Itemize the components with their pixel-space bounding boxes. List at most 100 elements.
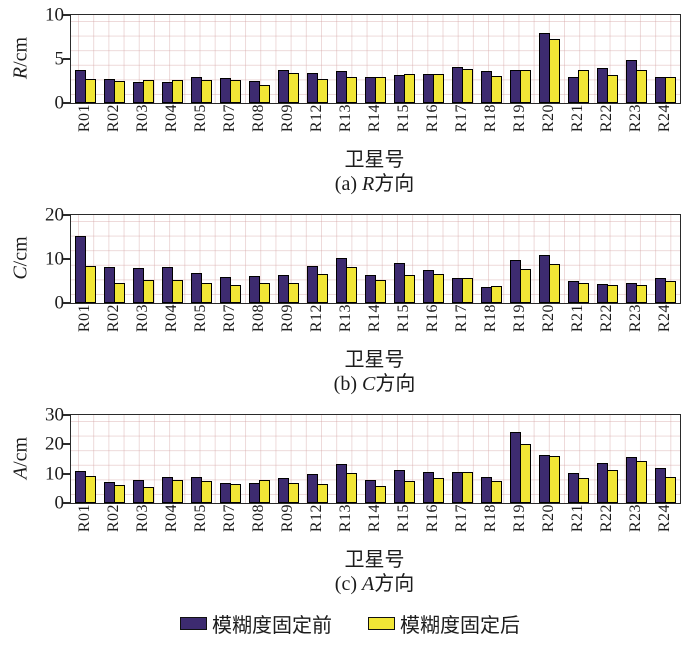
x-tick-cell: R20 xyxy=(534,304,563,350)
plot-area: 0 5 10 xyxy=(45,6,681,113)
bar-group-R21 xyxy=(564,215,593,303)
bar-group-R12 xyxy=(303,215,332,303)
bar-模糊度固定后-R01 xyxy=(85,266,96,303)
x-tick-cell: R23 xyxy=(621,104,650,150)
bar-groups xyxy=(71,15,680,103)
bar-group-R15 xyxy=(390,215,419,303)
bar-group-R09 xyxy=(274,15,303,103)
bar-group-R14 xyxy=(361,215,390,303)
x-tick-label-R17: R17 xyxy=(452,104,470,133)
y-tick-label: 30 xyxy=(45,404,64,426)
y-axis-letter: A xyxy=(9,466,32,480)
x-tick-label-R14: R14 xyxy=(365,304,383,333)
y-axis-unit: /cm xyxy=(9,236,32,267)
x-tick-cell: R14 xyxy=(360,504,389,550)
x-tick-cell: R21 xyxy=(563,304,592,350)
bar-group-R17 xyxy=(448,415,477,503)
bar-模糊度固定后-R17 xyxy=(462,278,473,303)
bar-group-R04 xyxy=(158,15,187,103)
x-tick-cell: R05 xyxy=(186,104,215,150)
bar-group-R12 xyxy=(303,415,332,503)
x-tick-cell: R01 xyxy=(70,504,99,550)
x-tick-label-R20: R20 xyxy=(539,504,557,533)
caption-suffix: 方向 xyxy=(374,573,415,595)
x-tick-cell: R24 xyxy=(650,504,679,550)
x-tick-label-R22: R22 xyxy=(597,104,615,133)
bar-模糊度固定后-R12 xyxy=(317,79,328,103)
x-tick-cell: R14 xyxy=(360,304,389,350)
bar-模糊度固定后-R20 xyxy=(549,456,560,503)
bar-group-R18 xyxy=(477,15,506,103)
x-tick-cell: R05 xyxy=(186,304,215,350)
bar-group-R16 xyxy=(419,215,448,303)
bar-模糊度固定后-R14 xyxy=(375,77,386,103)
bar-group-R23 xyxy=(622,15,651,103)
bar-group-R02 xyxy=(100,215,129,303)
bar-group-R15 xyxy=(390,15,419,103)
bar-group-R13 xyxy=(332,215,361,303)
x-tick-label-R22: R22 xyxy=(597,304,615,333)
bar-group-R20 xyxy=(535,215,564,303)
bar-group-R12 xyxy=(303,15,332,103)
x-tick-cell: R09 xyxy=(273,304,302,350)
y-axis-label-text: A/cm xyxy=(10,437,33,479)
x-tick-label-R21: R21 xyxy=(568,504,586,533)
bar-模糊度固定后-R13 xyxy=(346,77,357,103)
bar-模糊度固定后-R21 xyxy=(578,478,589,503)
y-tick-mark xyxy=(63,58,71,60)
bar-模糊度固定后-R17 xyxy=(462,68,473,103)
bar-模糊度固定后-R22 xyxy=(607,284,618,303)
x-tick-cell: R19 xyxy=(505,504,534,550)
chart-R-direction: R/cm 0 5 10 R01 R02 R03 R04 R05 R07 R08 R09 R12 R13… xyxy=(0,0,700,200)
bar-模糊度固定后-R02 xyxy=(114,282,125,303)
y-axis-label-text: R/cm xyxy=(10,37,33,79)
x-tick-label-R07: R07 xyxy=(220,504,238,533)
caption-prefix: (c) xyxy=(334,573,362,595)
x-tick-cell: R04 xyxy=(157,504,186,550)
x-tick-cell: R18 xyxy=(476,504,505,550)
x-tick-label-R13: R13 xyxy=(336,304,354,333)
bar-模糊度固定后-R23 xyxy=(636,285,647,303)
bar-模糊度固定后-R16 xyxy=(433,274,444,303)
bar-group-R23 xyxy=(622,415,651,503)
bar-group-R16 xyxy=(419,415,448,503)
x-tick-label-R15: R15 xyxy=(394,104,412,133)
x-tick-cell: R08 xyxy=(244,104,273,150)
legend-swatch-after-fix-icon xyxy=(368,616,395,630)
bar-模糊度固定后-R08 xyxy=(259,85,270,103)
x-tick-label-R23: R23 xyxy=(626,304,644,333)
y-tick-label: 10 xyxy=(45,4,64,26)
y-tick-mark xyxy=(63,472,71,475)
x-axis-title: 卫星号 xyxy=(344,149,405,171)
x-tick-cell: R01 xyxy=(70,104,99,150)
x-tick-label-R03: R03 xyxy=(133,504,151,533)
x-tick-label-R12: R12 xyxy=(307,104,325,133)
x-tick-cell: R21 xyxy=(563,104,592,150)
bar-模糊度固定后-R23 xyxy=(636,460,647,503)
bar-group-R01 xyxy=(71,215,100,303)
x-tick-cell: R12 xyxy=(302,504,331,550)
bar-模糊度固定后-R17 xyxy=(462,471,473,503)
bar-group-R05 xyxy=(187,215,216,303)
x-tick-label-R01: R01 xyxy=(75,504,93,533)
bar-模糊度固定后-R01 xyxy=(85,476,96,503)
y-tick-mark xyxy=(63,102,71,104)
bar-group-R01 xyxy=(71,415,100,503)
x-tick-cell: R12 xyxy=(302,304,331,350)
subplot-caption: (b) C方向 xyxy=(70,372,679,396)
y-axis-label: C/cm xyxy=(6,214,36,302)
bar-group-R23 xyxy=(622,215,651,303)
x-tick-label-R17: R17 xyxy=(452,304,470,333)
bar-模糊度固定后-R07 xyxy=(230,80,241,103)
x-tick-label-R08: R08 xyxy=(249,504,267,533)
bar-group-R18 xyxy=(477,415,506,503)
x-tick-label-R05: R05 xyxy=(191,304,209,333)
bar-group-R08 xyxy=(245,15,274,103)
x-tick-cell: R23 xyxy=(621,304,650,350)
bar-模糊度固定后-R22 xyxy=(607,470,618,503)
bar-模糊度固定后-R08 xyxy=(259,282,270,303)
bar-group-R21 xyxy=(564,15,593,103)
x-tick-label-R17: R17 xyxy=(452,504,470,533)
bar-模糊度固定后-R23 xyxy=(636,69,647,103)
